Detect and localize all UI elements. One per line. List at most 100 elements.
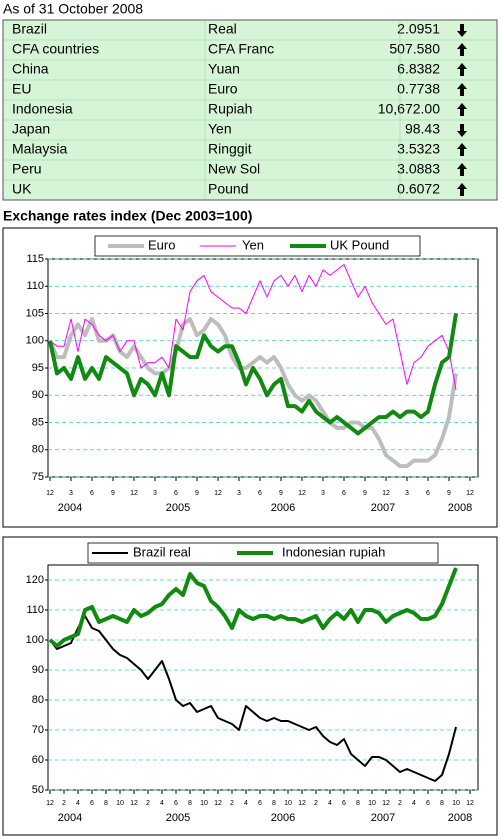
table-cell: 10,672.00 [378, 101, 440, 117]
trend-arrow [457, 183, 467, 196]
y-tick-label: 90 [32, 389, 44, 401]
table-cell: Japan [12, 121, 50, 137]
y-tick-label: 110 [26, 604, 44, 616]
y-tick-label: 75 [32, 471, 44, 483]
y-tick-label: 85 [32, 416, 44, 428]
table-cell: Peru [12, 161, 42, 177]
x-tick-label: 8 [188, 800, 192, 807]
x-tick-label: 12 [298, 490, 306, 497]
y-tick-label: 80 [32, 694, 44, 706]
table-cell: Yen [208, 121, 232, 137]
x-tick-label: 2 [230, 800, 234, 807]
x-tick-label: 6 [90, 800, 94, 807]
x-tick-label: 10 [452, 800, 460, 807]
x-tick-label: 10 [200, 800, 208, 807]
table-cell: Euro [208, 81, 238, 97]
y-tick-label: 110 [26, 280, 44, 292]
y-tick-label: 50 [32, 784, 44, 796]
x-tick-label: 4 [160, 800, 164, 807]
table-cell: CFA Franc [208, 41, 274, 57]
table-cell: New Sol [208, 161, 260, 177]
x-tick-label: 9 [363, 490, 367, 497]
table-cell: Pound [208, 181, 248, 197]
year-label: 2004 [58, 812, 82, 824]
trend-arrow [457, 103, 467, 116]
x-tick-label: 8 [440, 800, 444, 807]
table-cell: 0.7738 [397, 81, 440, 97]
table-cell: Brazil [12, 21, 47, 37]
table-cell: 2.0951 [397, 21, 440, 37]
x-tick-label: 6 [342, 800, 346, 807]
x-tick-label: 6 [342, 490, 346, 497]
y-tick-label: 90 [32, 664, 44, 676]
series-line [49, 264, 457, 390]
trend-arrow [457, 143, 467, 156]
chart-title: Exchange rates index (Dec 2003=100) [3, 208, 252, 224]
x-tick-label: 10 [284, 800, 292, 807]
y-tick-label: 105 [26, 307, 44, 319]
x-tick-label: 12 [214, 800, 222, 807]
trend-arrow [457, 83, 467, 96]
x-tick-label: 6 [174, 800, 178, 807]
table-cell: Malaysia [12, 141, 67, 157]
x-tick-label: 4 [412, 800, 416, 807]
table-caption: As of 31 October 2008 [3, 1, 143, 17]
x-tick-label: 3 [321, 490, 325, 497]
x-tick-label: 12 [466, 800, 474, 807]
x-tick-label: 9 [279, 490, 283, 497]
y-tick-label: 115 [26, 253, 44, 265]
y-tick-label: 70 [32, 724, 44, 736]
x-tick-label: 6 [426, 800, 430, 807]
table-cell: 507.580 [389, 41, 440, 57]
year-label: 2004 [58, 502, 82, 514]
legend-label: Euro [148, 237, 175, 252]
x-tick-label: 8 [104, 800, 108, 807]
legend-box [94, 235, 421, 257]
x-tick-label: 4 [76, 800, 80, 807]
x-tick-label: 6 [174, 490, 178, 497]
x-tick-label: 10 [368, 800, 376, 807]
x-tick-label: 2 [314, 800, 318, 807]
series-line [49, 615, 457, 782]
x-tick-label: 6 [426, 490, 430, 497]
year-label: 2007 [371, 502, 395, 514]
x-tick-label: 4 [244, 800, 248, 807]
table-cell: 6.8382 [397, 61, 440, 77]
table-cell: UK [12, 181, 32, 197]
x-tick-label: 12 [382, 800, 390, 807]
x-tick-label: 12 [46, 490, 54, 497]
table-cell: 98.43 [405, 121, 440, 137]
x-tick-label: 2 [62, 800, 66, 807]
x-tick-label: 6 [258, 800, 262, 807]
legend-label: Indonesian rupiah [282, 544, 385, 559]
x-tick-label: 6 [258, 490, 262, 497]
table-cell: Real [208, 21, 237, 37]
table-background [2, 19, 498, 201]
y-tick-label: 120 [26, 574, 44, 586]
year-label: 2007 [371, 812, 395, 824]
y-tick-label: 95 [32, 362, 44, 374]
table-cell: 0.6072 [397, 181, 440, 197]
x-tick-label: 12 [46, 800, 54, 807]
trend-arrow [457, 24, 467, 37]
y-tick-label: 100 [26, 335, 44, 347]
x-tick-label: 6 [90, 490, 94, 497]
x-tick-label: 9 [447, 490, 451, 497]
table-cell: 3.5323 [397, 141, 440, 157]
year-label: 2006 [271, 502, 295, 514]
series-line [48, 567, 458, 648]
year-label: 2008 [448, 812, 472, 824]
trend-arrow [457, 124, 467, 137]
x-tick-label: 3 [153, 490, 157, 497]
table-cell: EU [12, 81, 31, 97]
x-tick-label: 12 [130, 490, 138, 497]
series-line [48, 313, 458, 436]
x-tick-label: 8 [272, 800, 276, 807]
trend-arrow [457, 43, 467, 56]
legend-label: Yen [242, 237, 264, 252]
year-label: 2005 [166, 812, 190, 824]
table-cell: Indonesia [12, 101, 73, 117]
x-tick-label: 12 [130, 800, 138, 807]
table-cell: CFA countries [12, 41, 99, 57]
